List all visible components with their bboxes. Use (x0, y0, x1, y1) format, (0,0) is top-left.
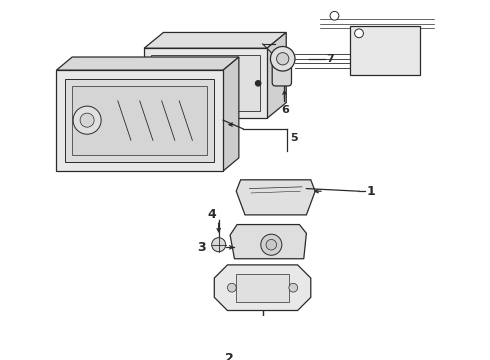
Polygon shape (151, 55, 260, 111)
Circle shape (73, 106, 101, 134)
Circle shape (266, 239, 276, 250)
Circle shape (212, 238, 226, 252)
FancyBboxPatch shape (272, 62, 292, 86)
Circle shape (252, 325, 273, 346)
Text: 6: 6 (281, 105, 289, 114)
Circle shape (270, 46, 295, 71)
Text: 5: 5 (291, 133, 298, 143)
Polygon shape (65, 79, 214, 162)
Circle shape (80, 113, 94, 127)
Circle shape (227, 283, 236, 292)
Text: 7: 7 (326, 54, 334, 64)
Polygon shape (56, 70, 223, 171)
Polygon shape (267, 32, 286, 118)
Circle shape (355, 29, 364, 38)
Polygon shape (56, 57, 239, 70)
Text: 1: 1 (367, 185, 376, 198)
Circle shape (255, 81, 261, 86)
Circle shape (261, 234, 282, 255)
Polygon shape (144, 48, 267, 118)
Circle shape (289, 283, 297, 292)
Polygon shape (72, 86, 207, 155)
Circle shape (276, 53, 289, 65)
Text: 3: 3 (197, 241, 206, 254)
Polygon shape (214, 265, 311, 311)
Polygon shape (230, 225, 306, 259)
Bar (350, 26, 420, 75)
Polygon shape (144, 32, 286, 48)
Text: 2: 2 (225, 352, 234, 360)
Circle shape (257, 330, 268, 340)
Text: 4: 4 (207, 207, 216, 221)
Polygon shape (236, 180, 315, 215)
Polygon shape (223, 57, 239, 171)
Polygon shape (236, 274, 289, 302)
Circle shape (330, 12, 339, 20)
